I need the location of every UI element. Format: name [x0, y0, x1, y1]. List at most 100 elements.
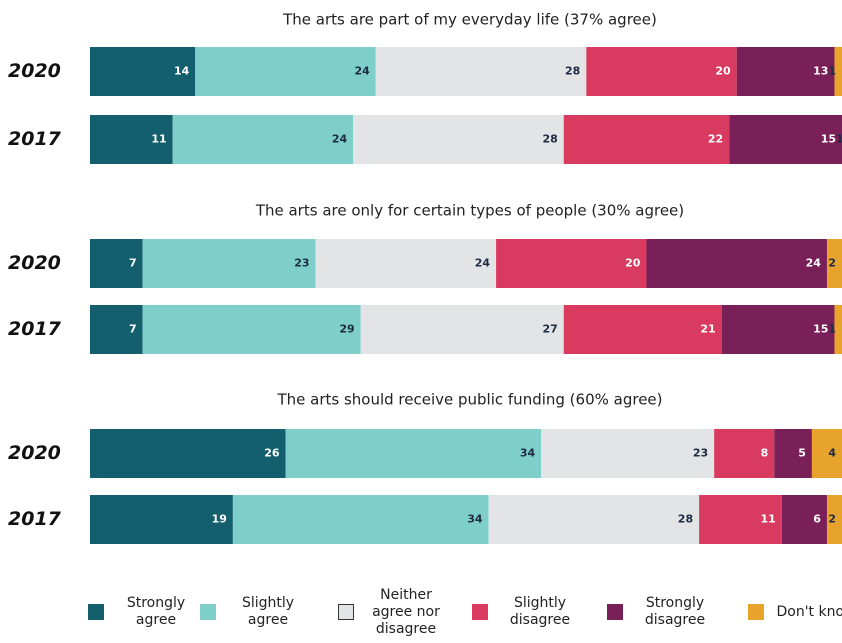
bar-segment [172, 115, 354, 164]
category-label: 2020 [8, 60, 61, 82]
bar-segment [90, 115, 173, 164]
value-label: 24 [475, 257, 491, 270]
value-label: 21 [700, 323, 715, 336]
category-label: 2017 [8, 508, 62, 530]
bar-segment [90, 305, 143, 354]
bar-segment [90, 429, 286, 478]
value-label: 1 [828, 323, 836, 336]
value-label: 7 [129, 323, 137, 336]
value-label: 1 [828, 65, 836, 78]
bar-segment [826, 495, 842, 544]
bar-segment [834, 47, 842, 96]
value-label: 15 [813, 323, 828, 336]
value-label: 1 [836, 133, 842, 146]
bar-segment [353, 115, 564, 164]
value-label: 14 [174, 65, 190, 78]
legend-swatch [748, 604, 764, 620]
bar-segment [834, 305, 842, 354]
legend-item: Strongly agree [88, 582, 196, 642]
bar-segment [488, 495, 700, 544]
legend-label: Slightly disagree [509, 595, 571, 628]
value-label: 24 [806, 257, 822, 270]
value-label: 26 [264, 447, 280, 460]
value-label: 2 [828, 257, 836, 270]
legend-item: Strongly disagree [607, 582, 715, 642]
bar-segment [232, 495, 489, 544]
value-label: 20 [715, 65, 731, 78]
panel-title: The arts should receive public funding (… [276, 391, 662, 409]
bar-segment [142, 305, 361, 354]
bar-segment [781, 495, 827, 544]
panel-title: The arts are part of my everyday life (3… [282, 11, 657, 29]
value-label: 11 [761, 513, 776, 526]
bar-segment [721, 305, 835, 354]
legend-label: Slightly agree [241, 595, 295, 628]
bar-segment [195, 47, 376, 96]
value-label: 2 [828, 513, 836, 526]
legend-label: Strongly disagree [644, 595, 706, 628]
legend-item: Slightly agree [200, 582, 308, 642]
bar-segment [811, 429, 842, 478]
value-label: 28 [678, 513, 693, 526]
bar-segment [563, 115, 730, 164]
category-label: 2020 [8, 442, 61, 464]
legend-label: Don't know [776, 603, 842, 620]
bar-segment [360, 305, 564, 354]
legend-item: Don't know [748, 582, 842, 642]
panel-title: The arts are only for certain types of p… [255, 202, 684, 220]
bar-segment [541, 429, 715, 478]
bar-segment [142, 239, 316, 288]
value-label: 24 [354, 65, 370, 78]
category-label: 2017 [8, 128, 62, 150]
legend-swatch [472, 604, 488, 620]
legend-label: Strongly agree [126, 595, 186, 628]
value-label: 24 [332, 133, 348, 146]
value-label: 29 [339, 323, 354, 336]
bar-segment [714, 429, 775, 478]
value-label: 23 [294, 257, 309, 270]
value-label: 7 [129, 257, 137, 270]
bar-segment [774, 429, 812, 478]
legend-swatch [200, 604, 216, 620]
value-label: 28 [565, 65, 580, 78]
bar-segment [315, 239, 497, 288]
legend-swatch [607, 604, 623, 620]
legend-label: Neither agree nor disagree [372, 586, 440, 637]
value-label: 6 [813, 513, 821, 526]
value-label: 34 [520, 447, 536, 460]
bar-segment [90, 239, 143, 288]
value-label: 20 [625, 257, 641, 270]
bar-segment [90, 495, 233, 544]
value-label: 22 [708, 133, 723, 146]
value-label: 13 [813, 65, 828, 78]
value-label: 15 [821, 133, 836, 146]
value-label: 23 [693, 447, 708, 460]
legend-swatch [88, 604, 104, 620]
bar-segment [646, 239, 827, 288]
bar-segment [699, 495, 782, 544]
value-label: 27 [542, 323, 557, 336]
value-label: 11 [151, 133, 166, 146]
legend-item: Neither agree nor disagree [338, 582, 446, 642]
legend-swatch [338, 604, 354, 620]
bar-segment [496, 239, 647, 288]
bar-segment [285, 429, 542, 478]
value-label: 5 [798, 447, 806, 460]
legend-item: Slightly disagree [472, 582, 580, 642]
bar-segment [375, 47, 587, 96]
bar-segment [729, 115, 842, 164]
bar-segment [563, 305, 722, 354]
bar-segment [826, 239, 842, 288]
value-label: 28 [542, 133, 557, 146]
legend: Strongly agree Slightly agree Neither agre… [0, 582, 842, 642]
chart: The arts are part of my everyday life (3… [8, 11, 842, 544]
category-label: 2020 [8, 252, 61, 274]
bar-segment [586, 47, 737, 96]
value-label: 19 [212, 513, 227, 526]
bar-segment [90, 47, 196, 96]
value-label: 4 [828, 447, 836, 460]
category-label: 2017 [8, 318, 62, 340]
bar-segment [736, 47, 835, 96]
value-label: 8 [761, 447, 769, 460]
